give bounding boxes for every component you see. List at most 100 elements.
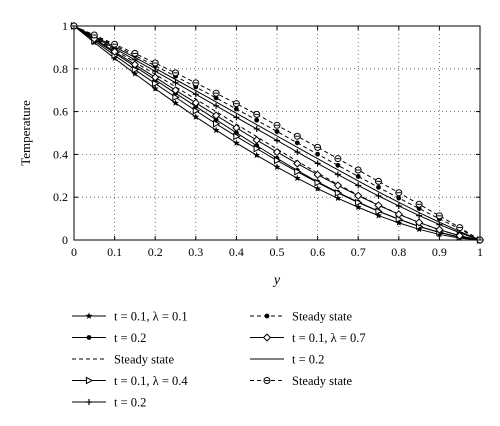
legend-label: t = 0.1, λ = 0.7	[292, 331, 366, 345]
data-point-marker	[172, 79, 179, 86]
data-point-marker	[354, 203, 362, 211]
data-point-marker	[111, 54, 119, 62]
legend-entry: Steady state	[250, 374, 353, 388]
data-point-marker	[110, 47, 119, 56]
data-point-marker	[232, 123, 241, 132]
data-point-marker	[211, 111, 221, 120]
data-point-marker	[191, 98, 200, 107]
legend-label: t = 0.2	[292, 353, 324, 367]
data-point-marker	[172, 99, 179, 106]
data-point-marker	[130, 60, 140, 69]
legend-label: Steady state	[114, 353, 175, 367]
legend-entry: Steady state	[250, 310, 353, 324]
series-line	[73, 25, 481, 241]
data-point-marker	[416, 212, 423, 219]
x-tick-label: 0.7	[351, 245, 366, 259]
legend-marker	[85, 312, 93, 319]
data-point-marker	[172, 93, 180, 102]
data-point-marker	[213, 119, 221, 128]
series-6	[69, 21, 485, 245]
legend-marker	[86, 399, 92, 405]
x-tick-label: 0	[71, 245, 77, 259]
series-7	[73, 25, 481, 241]
data-point-marker	[272, 147, 282, 157]
data-point-marker	[375, 212, 382, 219]
legend-entry: t = 0.2	[72, 396, 146, 410]
data-point-marker	[192, 91, 199, 98]
series-line	[73, 25, 481, 241]
x-axis-label: y	[272, 273, 281, 288]
data-point-marker	[252, 135, 261, 145]
data-point-marker	[395, 219, 403, 226]
data-point-marker	[253, 125, 260, 132]
x-tick-label: 0.1	[107, 245, 122, 259]
data-point-marker	[374, 201, 383, 210]
data-point-marker	[273, 156, 282, 165]
x-tick-label: 0.9	[432, 245, 447, 259]
data-point-marker	[334, 194, 342, 202]
data-point-marker	[171, 86, 180, 95]
legend-label: Steady state	[292, 374, 353, 388]
y-tick-label: 0	[62, 233, 68, 247]
data-point-marker	[234, 106, 239, 112]
legend-label: t = 0.2	[114, 331, 146, 345]
data-point-marker	[253, 151, 261, 159]
data-point-marker	[376, 184, 381, 190]
legend-label: t = 0.1, λ = 0.4	[114, 374, 188, 388]
y-tick-label: 0.4	[53, 147, 68, 161]
legend-label: t = 0.1, λ = 0.1	[114, 310, 188, 324]
data-point-marker	[274, 129, 280, 134]
series-8	[70, 22, 484, 244]
data-point-marker	[213, 102, 220, 109]
y-tick-label: 0.2	[53, 190, 68, 204]
axis-ticks: 0 0.1 0.2 0.3 0.4 0.5 0.6 0.7 0.8 0.9 1 0 0.2 0.4 0.6 0…	[53, 19, 483, 259]
data-point-marker	[315, 151, 320, 157]
legend-entry: Steady state	[72, 353, 175, 367]
data-point-marker	[354, 191, 363, 200]
data-point-marker	[333, 181, 343, 190]
data-point-marker	[335, 162, 341, 168]
data-point-marker	[294, 167, 302, 176]
data-point-marker	[314, 178, 322, 187]
data-point-marker	[151, 85, 159, 92]
x-tick-label: 0.3	[188, 245, 203, 259]
y-axis-label: Temperature	[18, 100, 33, 166]
data-point-marker	[395, 202, 402, 209]
legend-label: t = 0.2	[114, 396, 146, 410]
series-lines	[69, 21, 485, 245]
y-tick-label: 0.8	[53, 62, 68, 76]
data-point-marker	[394, 210, 403, 219]
data-point-marker	[293, 159, 302, 168]
data-point-marker	[415, 225, 423, 233]
legend-entry: t = 0.1, λ = 0.1	[72, 310, 188, 324]
data-point-marker	[152, 79, 160, 88]
x-tick-label: 0.6	[310, 245, 325, 259]
data-point-marker	[375, 192, 382, 199]
data-point-marker	[435, 225, 444, 234]
data-point-marker	[232, 139, 240, 146]
data-point-marker	[213, 95, 219, 101]
legend-marker	[85, 376, 94, 385]
y-tick-label: 1	[62, 19, 68, 33]
data-point-marker	[131, 70, 139, 77]
data-point-marker	[355, 174, 361, 179]
legend-marker	[262, 333, 272, 342]
data-point-marker	[212, 126, 220, 134]
data-point-marker	[253, 144, 261, 153]
data-point-marker	[233, 114, 240, 121]
data-point-marker	[355, 198, 363, 207]
data-point-marker	[274, 137, 280, 144]
data-point-marker	[334, 189, 343, 197]
data-point-marker	[294, 140, 300, 146]
legend-entry: t = 0.2	[72, 331, 146, 345]
x-tick-label: 0.8	[391, 245, 406, 259]
legend-entry: t = 0.1, λ = 0.7	[250, 331, 366, 345]
data-point-marker	[192, 113, 200, 120]
x-tick-label: 0.2	[148, 245, 163, 259]
data-point-marker	[293, 174, 301, 182]
data-point-marker	[334, 171, 341, 178]
series-2	[73, 25, 481, 241]
data-point-marker	[314, 185, 322, 192]
x-tick-label: 0.4	[229, 245, 244, 259]
x-tick-label: 0.5	[270, 245, 285, 259]
